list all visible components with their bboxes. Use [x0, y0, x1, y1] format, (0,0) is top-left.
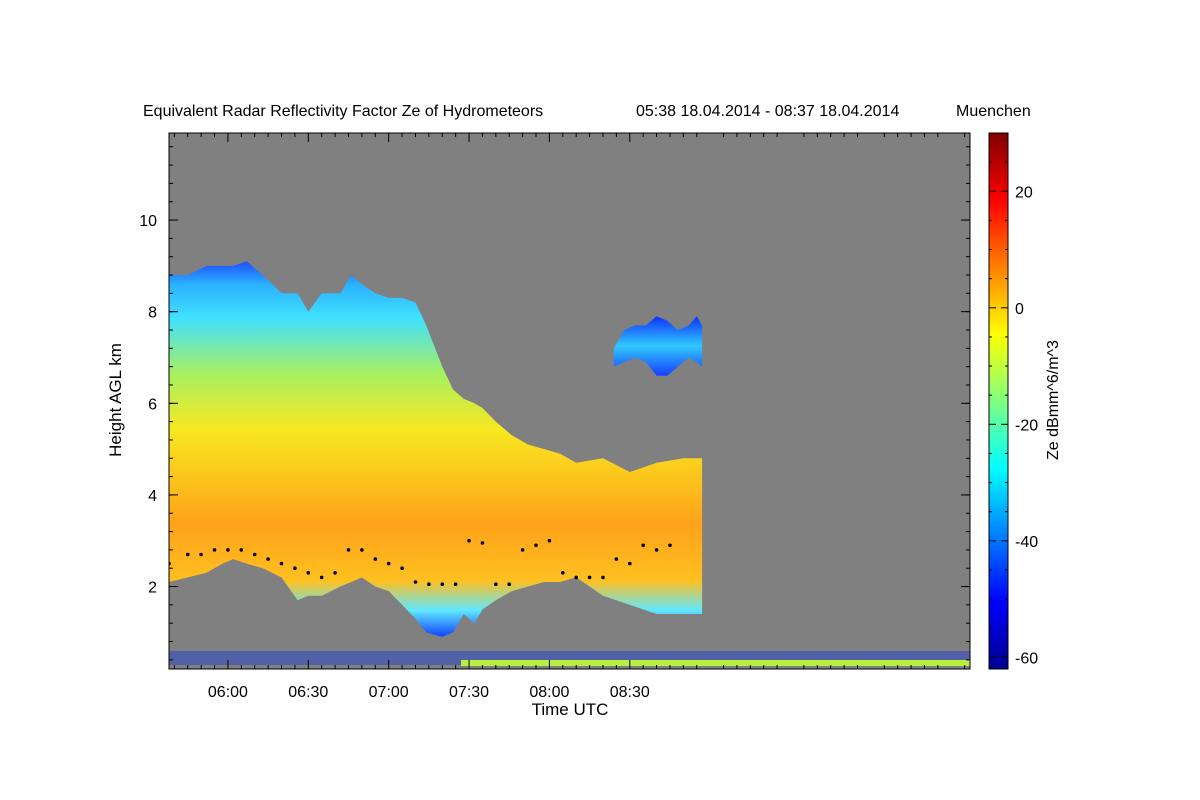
melting-layer-point: [306, 571, 311, 575]
chart-time-range: 05:38 18.04.2014 - 08:37 18.04.2014: [636, 103, 899, 120]
y-axis: 2 4 6 8 10: [139, 146, 970, 661]
echo-layers: [169, 261, 703, 637]
melting-layer-point: [453, 582, 458, 586]
chart-location: Muenchen: [956, 103, 1031, 120]
melting-layer-point: [467, 538, 471, 543]
melting-layer-point: [614, 557, 619, 561]
colorbar-label: Ze dBmm^6/m^3: [1045, 340, 1062, 460]
melting-layer-point: [587, 575, 592, 580]
melting-layer-point: [601, 575, 605, 580]
x-axis-label: Time UTC: [532, 700, 609, 719]
melting-layer-point: [293, 566, 297, 570]
clutter-surface: [461, 660, 970, 666]
melting-layer-point: [346, 548, 351, 552]
x-tick-label: 06:30: [288, 684, 328, 701]
melting-layer-point: [186, 552, 190, 557]
melting-layer-point: [319, 575, 324, 580]
melting-layer-point: [641, 543, 645, 548]
x-axis: 06:00 06:30 07:00 07:30 08:00 08:30: [173, 133, 966, 701]
melting-layer-point: [239, 548, 244, 552]
colorbar-tick-label: -40: [1015, 534, 1038, 551]
x-tick-label: 08:00: [529, 684, 569, 701]
melting-layer-point: [520, 548, 525, 552]
melting-layer-point: [668, 543, 672, 548]
chart-title: Equivalent Radar Reflectivity Factor Ze …: [143, 103, 543, 120]
melting-layer-point: [226, 548, 230, 552]
melting-layer-point: [333, 571, 337, 575]
y-tick-label: 4: [148, 488, 157, 505]
melting-layer-point: [494, 582, 498, 586]
melting-layer-point: [507, 582, 512, 586]
melting-layer-point: [440, 582, 445, 586]
y-tick-label: 2: [148, 580, 157, 597]
melting-layer-point: [373, 557, 378, 561]
melting-layer-point: [534, 543, 538, 548]
melting-layer-point: [252, 552, 257, 557]
x-tick-label: 08:30: [610, 684, 650, 701]
melting-layer-point: [360, 548, 364, 552]
plot-frame: [168, 132, 971, 670]
melting-layer-point: [212, 548, 217, 552]
melting-layer: [169, 538, 672, 586]
melting-layer-point: [266, 557, 270, 561]
melting-layer-point: [574, 575, 578, 580]
ground-clutter: [169, 651, 970, 666]
colorbar-tick-label: 20: [1015, 184, 1033, 201]
colorbar: [988, 132, 1009, 670]
x-tick-label: 06:00: [208, 684, 248, 701]
melting-layer-point: [199, 552, 203, 557]
y-tick-label: 8: [148, 305, 157, 322]
colorbar-tick-label: 0: [1015, 301, 1024, 318]
x-tick-label: 07:30: [449, 684, 489, 701]
melting-layer-point: [654, 548, 659, 552]
melting-layer-point: [413, 580, 418, 584]
melting-layer-point: [628, 561, 632, 566]
upper-cloud-region: [613, 316, 703, 376]
colorbar-ticks: 20 0 -20 -40 -60: [989, 132, 1038, 667]
melting-layer-point: [386, 561, 391, 566]
melting-layer-point: [427, 582, 431, 586]
melting-layer-point: [561, 571, 565, 575]
melting-layer-point: [547, 538, 552, 543]
colorbar-tick-label: -60: [1015, 650, 1038, 667]
melting-layer-point: [279, 561, 284, 566]
melting-layer-point: [400, 566, 404, 570]
melting-layer-point: [480, 541, 485, 545]
y-axis-label: Height AGL km: [106, 343, 125, 457]
y-tick-label: 6: [148, 396, 157, 413]
main-echo-region: [169, 261, 703, 637]
colorbar-tick-label: -20: [1015, 417, 1038, 434]
x-tick-label: 07:00: [369, 684, 409, 701]
y-tick-label: 10: [139, 213, 157, 230]
